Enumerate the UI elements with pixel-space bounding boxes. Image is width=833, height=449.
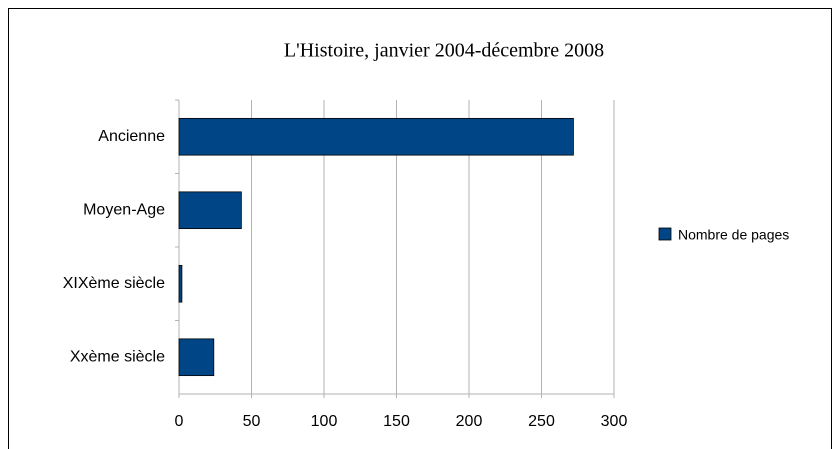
legend-label: Nombre de pages bbox=[678, 227, 789, 243]
bar bbox=[178, 117, 574, 156]
bar bbox=[178, 264, 183, 303]
x-tick-label: 150 bbox=[383, 413, 410, 430]
y-tick-label: XIXème siècle bbox=[63, 275, 165, 292]
x-tick-label: 100 bbox=[311, 413, 338, 430]
x-tick-label: 300 bbox=[601, 413, 628, 430]
y-tick-label: Xxème siècle bbox=[70, 348, 165, 365]
y-tick-label: Moyen-Age bbox=[83, 201, 165, 218]
x-tick-label: 250 bbox=[528, 413, 555, 430]
legend-swatch bbox=[658, 227, 672, 241]
x-tick-label: 50 bbox=[243, 413, 261, 430]
y-tick-label: Ancienne bbox=[98, 128, 165, 145]
frame bbox=[8, 8, 832, 449]
chart-title: L'Histoire, janvier 2004-décembre 2008 bbox=[284, 40, 604, 62]
bar bbox=[178, 338, 215, 377]
x-tick-label: 200 bbox=[456, 413, 483, 430]
x-tick-label: 0 bbox=[175, 413, 184, 430]
bar bbox=[178, 191, 242, 230]
